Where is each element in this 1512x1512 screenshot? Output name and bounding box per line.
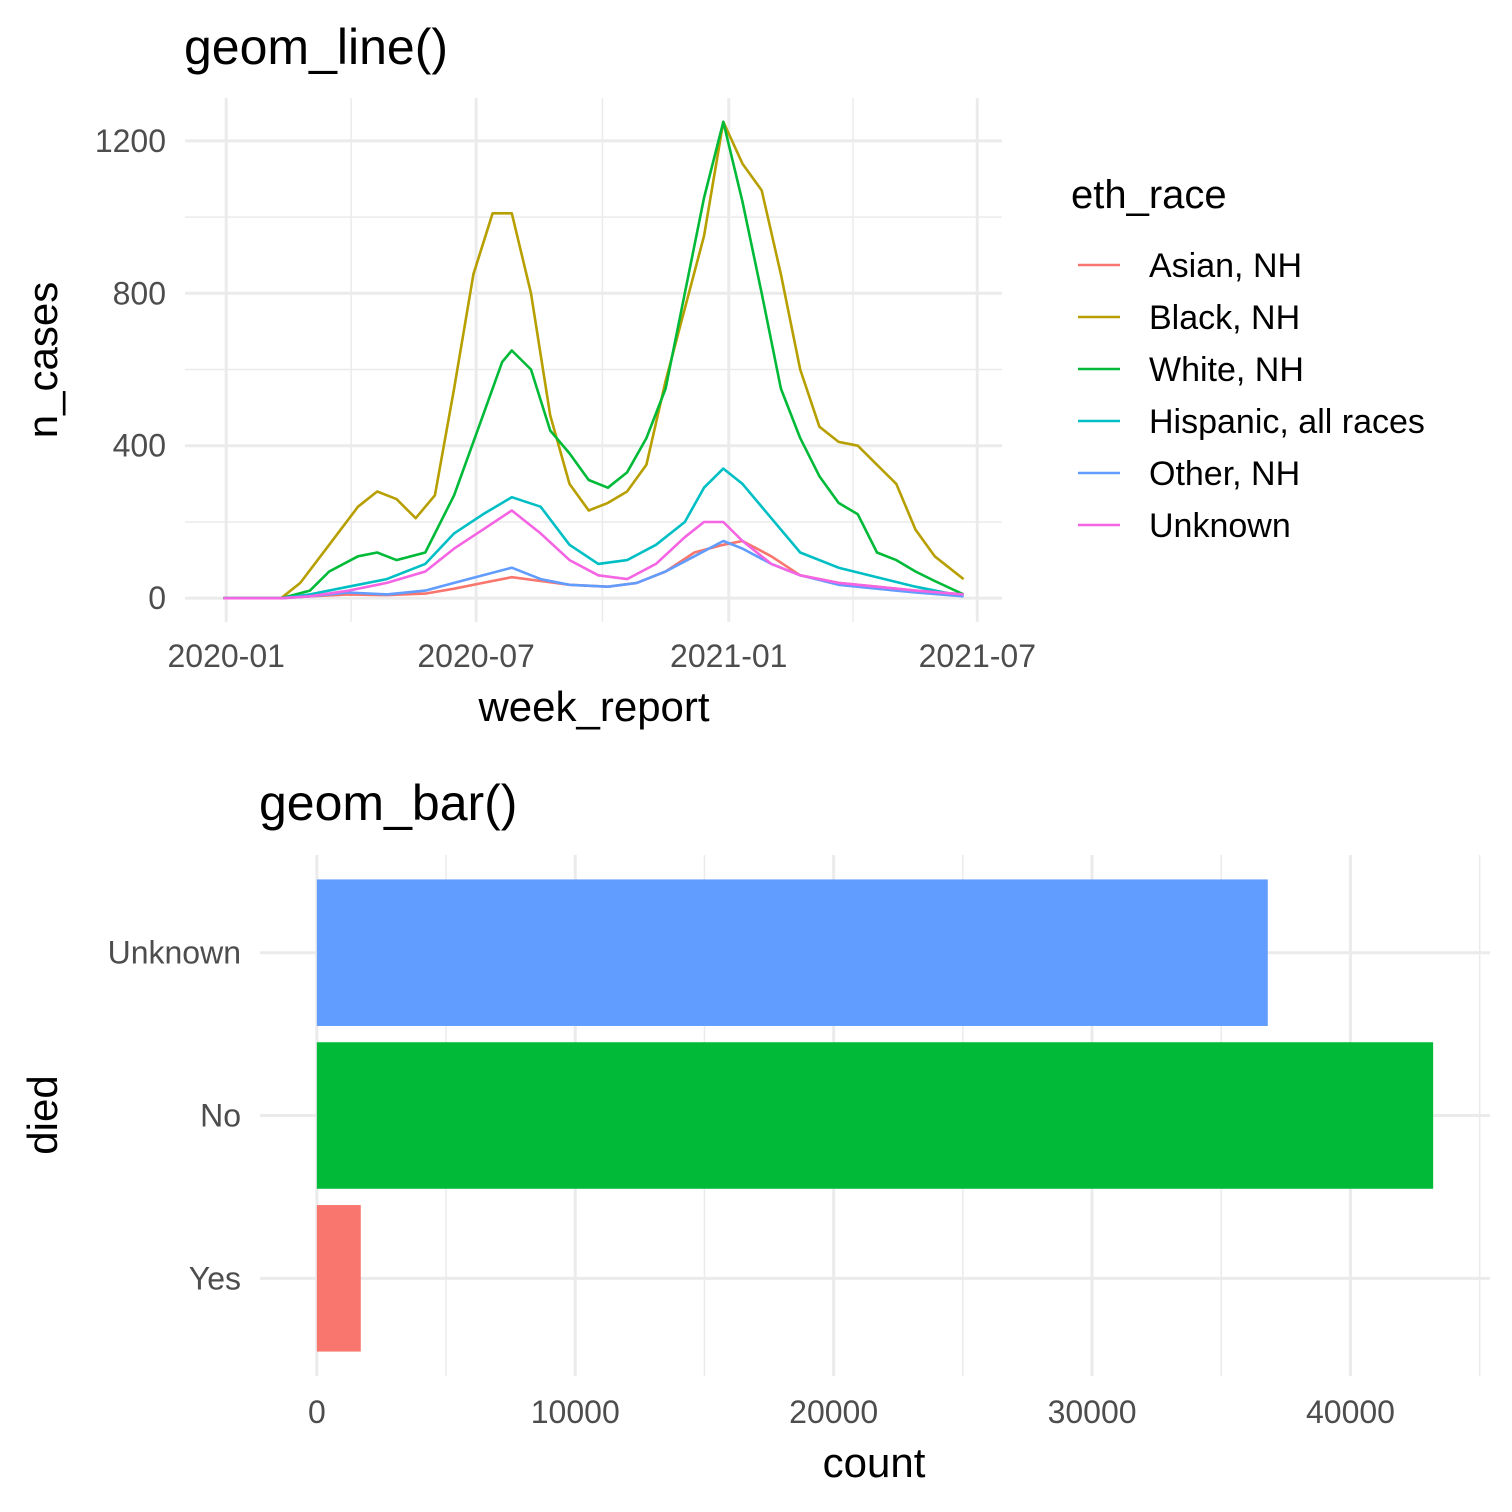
line-series-hispanic-all-races [223,467,964,600]
bar-chart-x-axis-title: count [823,1439,926,1486]
line-chart-series [223,120,965,600]
bar-chart-x-tick-label: 40000 [1306,1394,1395,1430]
line-chart-y-tick-label: 800 [113,275,166,311]
line-series-black-nh [223,120,965,600]
legend-label: Hispanic, all races [1149,403,1425,441]
bar-no [316,1042,1434,1189]
bar-chart-x-ticks: 0 10000 20000 30000 40000 [308,1394,1395,1430]
bar-chart-y-ticks: Yes No Unknown [108,935,241,1297]
legend-label: Black, NH [1149,299,1300,337]
legend-label: Other, NH [1149,455,1300,493]
line-chart-grid [185,98,1002,622]
legend-label: Unknown [1149,507,1291,545]
line-chart-y-tick-label: 0 [148,580,166,616]
line-chart-x-tick-label: 2020-07 [417,638,534,674]
legend-items: Asian, NH Black, NH White, NH Hispanic, all… [1078,247,1425,545]
line-chart-x-axis-title: week_report [477,683,709,730]
line-chart-x-ticks: 2020-01 2020-07 2021-01 2021-07 [167,638,1036,674]
line-chart-x-tick-label: 2021-01 [670,638,787,674]
legend-label: Asian, NH [1149,247,1302,285]
line-chart-title: geom_line() [184,19,448,75]
bar-chart-y-axis-title: died [19,1075,66,1154]
bar-chart-x-tick-label: 10000 [531,1394,620,1430]
legend: eth_race Asian, NH Black, NH White, NH Hisp… [1071,173,1425,545]
bar-chart-title: geom_bar() [259,775,517,831]
bar-chart: geom_bar() Yes No Unknown 0 10000 20000 30000… [19,775,1490,1486]
line-chart-y-tick-label: 1200 [95,123,166,159]
bar-chart-bars [316,879,1434,1352]
bar-yes [316,1205,361,1352]
line-chart-y-ticks: 0 400 800 1200 [95,123,166,616]
bar-chart-y-tick-label: No [200,1098,241,1134]
line-chart-y-axis-title: n_cases [19,282,66,438]
bar-chart-x-tick-label: 20000 [789,1394,878,1430]
bar-chart-y-tick-label: Unknown [108,935,241,971]
line-chart-x-tick-label: 2021-07 [919,638,1036,674]
line-chart-x-tick-label: 2020-01 [167,638,284,674]
legend-label: White, NH [1149,351,1304,389]
line-series-white-nh [223,120,965,600]
bar-unknown [316,879,1268,1026]
bar-chart-y-tick-label: Yes [189,1260,241,1296]
bar-chart-x-tick-label: 0 [308,1394,326,1430]
legend-title: eth_race [1071,173,1227,217]
line-series-unknown [223,509,964,600]
bar-chart-x-tick-label: 30000 [1048,1394,1137,1430]
line-chart-y-tick-label: 400 [113,428,166,464]
